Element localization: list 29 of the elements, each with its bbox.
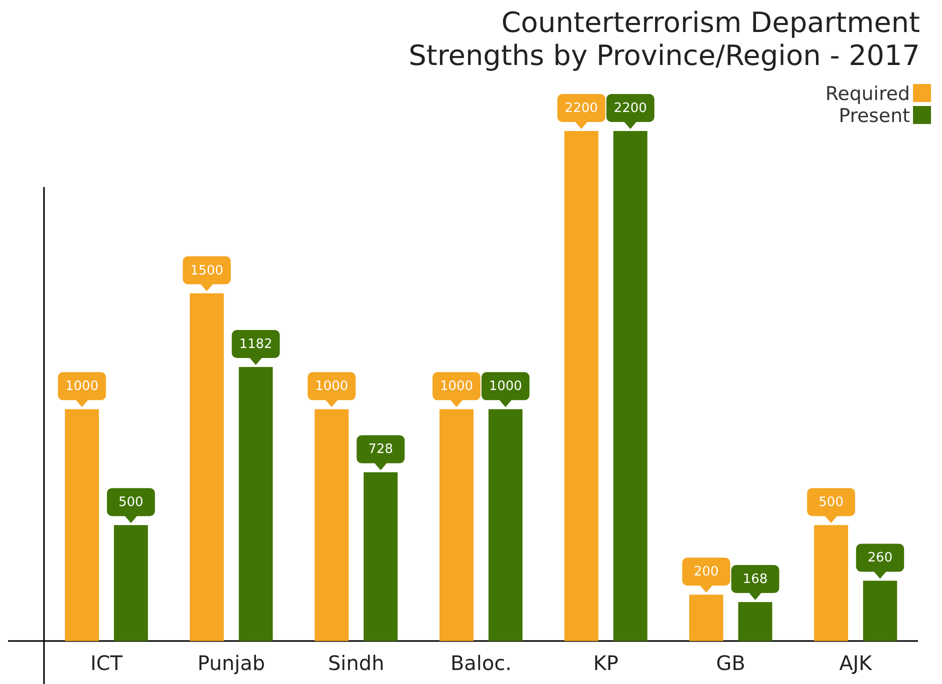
data-label: 1182 [239, 336, 272, 352]
x-tick-label: Baloc. [450, 651, 512, 675]
bar [488, 409, 522, 641]
bar [440, 409, 474, 641]
x-tick-label: Sindh [328, 651, 384, 675]
data-label: 500 [118, 495, 144, 510]
data-label: 2200 [614, 101, 647, 116]
x-tick-label: AJK [839, 651, 873, 675]
data-label: 2200 [564, 101, 598, 116]
x-tick-label: GB [716, 651, 746, 675]
data-label: 1000 [488, 379, 522, 394]
data-label: 1000 [440, 379, 474, 394]
x-tick-label: Punjab [197, 651, 266, 675]
x-tick-label: ICT [90, 651, 124, 675]
data-label: 1500 [190, 263, 224, 278]
bar [738, 602, 772, 641]
data-label: 728 [368, 442, 394, 458]
data-label: 168 [742, 572, 768, 588]
legend-label: Present [838, 105, 910, 127]
x-tick-label: KP [593, 651, 618, 675]
legend-label: Required [825, 83, 910, 105]
data-label: 500 [818, 495, 844, 510]
data-label: 260 [868, 550, 892, 566]
chart-title: Counterterrorism Department Strengths by Province/Region - 2017 [408, 6, 920, 72]
data-label: 200 [694, 564, 719, 580]
bar [564, 131, 598, 641]
data-label: 1000 [315, 379, 348, 394]
data-label: 1000 [65, 379, 98, 394]
bar [613, 131, 648, 641]
